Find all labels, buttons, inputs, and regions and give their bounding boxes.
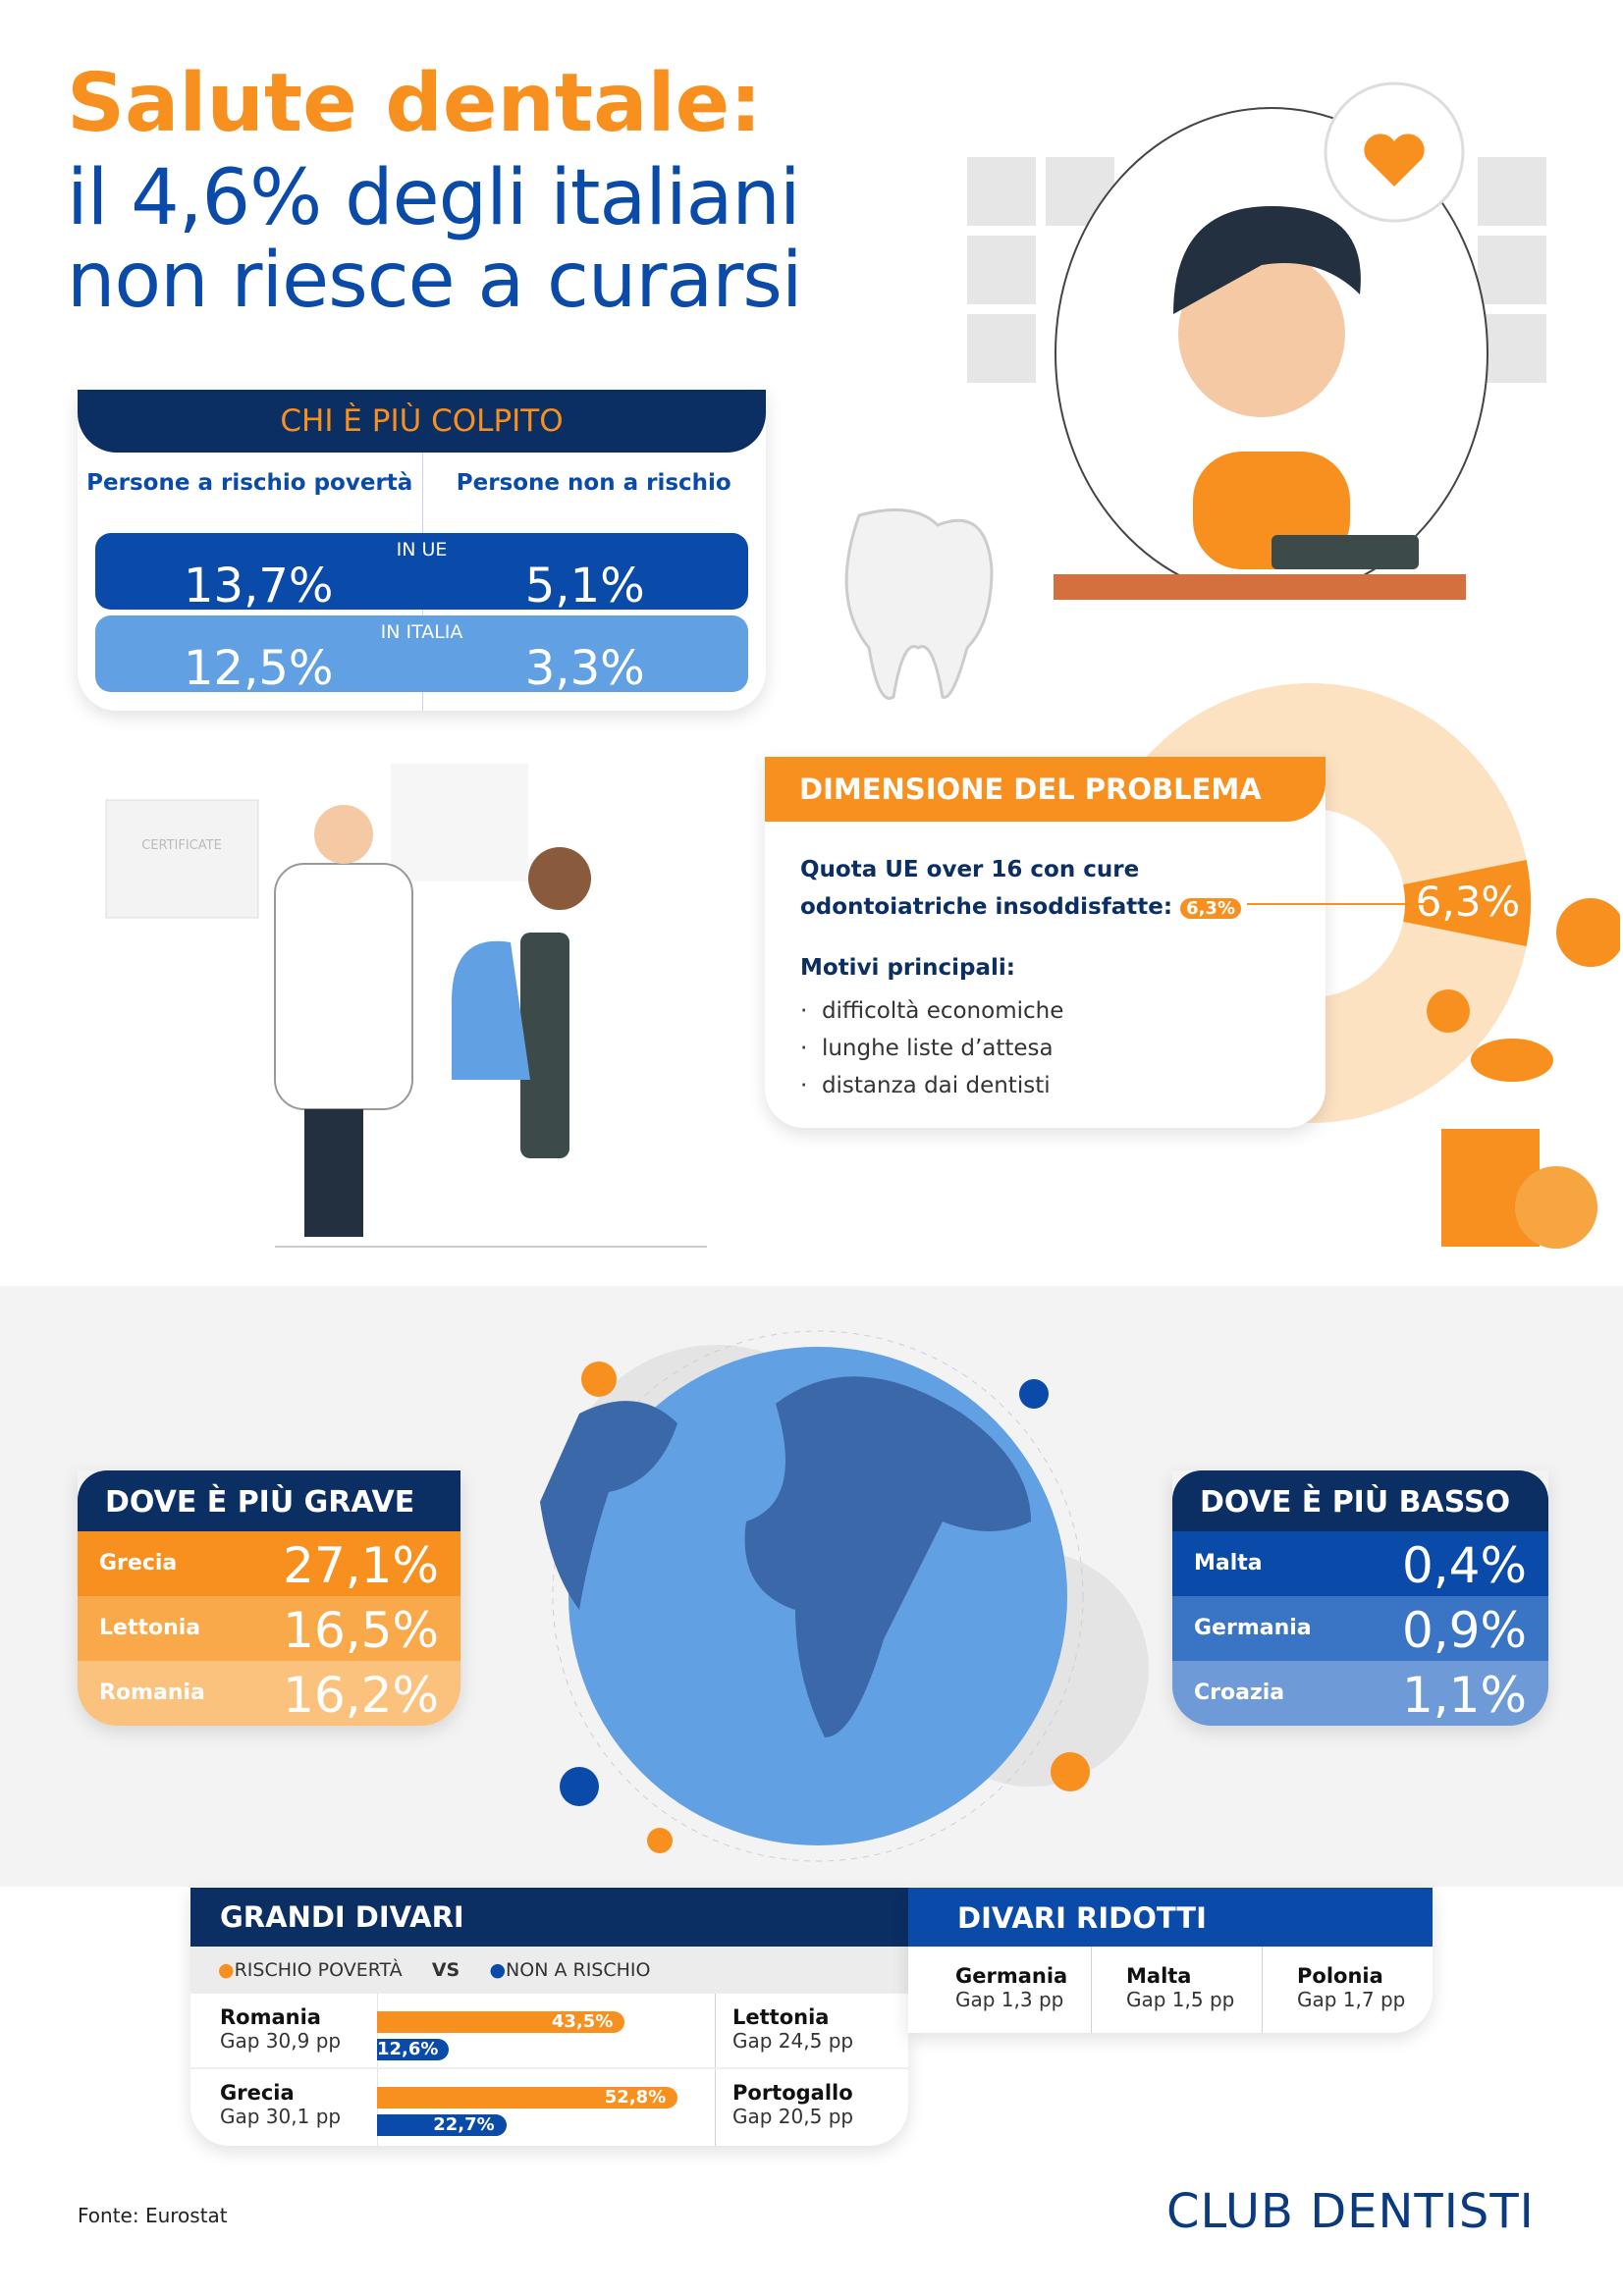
coins-illustration (1427, 898, 1620, 1249)
motivo-item: · difficoltà economiche (800, 998, 1064, 1024)
dimensione-header: DIMENSIONE DEL PROBLEMA (765, 757, 1325, 822)
grandi-header: GRANDI DIVARI (190, 1888, 908, 1947)
basso-header: DOVE È PIÙ BASSO (1172, 1470, 1548, 1531)
chi-header: CHI È PIÙ COLPITO (78, 390, 766, 453)
title-line2: il 4,6% degli italiani (67, 154, 801, 242)
source-text: Fonte: Eurostat (78, 2204, 228, 2227)
dove-piu-grave-card: DOVE È PIÙ GRAVE Grecia 27,1% Lettonia 16,… (78, 1470, 460, 1726)
motivi-title: Motivi principali (800, 955, 1006, 981)
donut-slice-6-3 (1403, 859, 1531, 947)
value-non-rischio: 5,1% (524, 559, 645, 614)
certificate-text: CERTIFICATE (141, 838, 222, 853)
dove-piu-basso-card: DOVE È PIÙ BASSO Malta 0,4% Germania 0,9% … (1172, 1470, 1548, 1726)
grave-row: Romania 16,2% (78, 1661, 460, 1726)
title-line1: Salute dentale: (67, 57, 762, 150)
title-line3: non riesce a curarsi (67, 237, 803, 325)
basso-row: Germania 0,9% (1172, 1596, 1548, 1661)
quota-text-1: Quota UE over 16 con cure (800, 857, 1140, 882)
dentist-patient-illustration: CERTIFICATE (105, 764, 707, 1248)
connector-line (1247, 903, 1424, 905)
value-non-rischio: 3,3% (524, 641, 645, 696)
grandi-side-item: Portogallo Gap 20,5 pp (732, 2081, 854, 2128)
bar-non-a-rischio: 12,6% (377, 2039, 450, 2060)
tooth-icon (844, 507, 994, 700)
quota-text-2: odontoiatriche insoddisfatte: (800, 894, 1173, 920)
grandi-divari-card: GRANDI DIVARI ●RISCHIO POVERTÀ VS ●NON A… (190, 1888, 908, 2146)
value-poverta: 13,7% (184, 559, 334, 614)
ridotti-item: Germania Gap 1,3 pp (908, 1947, 1092, 2033)
title-subtitle: il 4,6% degli italiani non riesce a cura… (67, 154, 803, 325)
quota-badge: 6,3% (1180, 898, 1241, 919)
row-in-ue: IN UE 13,7% 5,1% (95, 533, 748, 614)
motivi-list: · difficoltà economiche · lunghe liste d… (800, 992, 1290, 1104)
ridotti-header: DIVARI RIDOTTI (908, 1888, 1433, 1947)
boy-brushing-teeth-illustration (967, 81, 1546, 600)
motivo-item: · distanza dai dentisti (800, 1073, 1051, 1098)
grave-row: Grecia 27,1% (78, 1531, 460, 1596)
chi-e-piu-colpito-card: CHI È PIÙ COLPITO Persone a rischio pove… (78, 390, 766, 711)
globe-illustration (540, 1330, 1149, 1862)
bar-rischio-poverta: 43,5% (377, 2011, 625, 2033)
col-non-a-rischio: Persone non a rischio (456, 470, 731, 496)
grave-header: DOVE È PIÙ GRAVE (78, 1470, 460, 1531)
divari-ridotti-card: DIVARI RIDOTTI Germania Gap 1,3 pp Malta G… (908, 1888, 1433, 2033)
grandi-row-country: Grecia Gap 30,1 pp (220, 2081, 342, 2128)
value-poverta: 12,5% (184, 641, 334, 696)
grandi-legend: ●RISCHIO POVERTÀ VS ●NON A RISCHIO (190, 1947, 908, 1994)
dimensione-card: DIMENSIONE DEL PROBLEMA Quota UE over 16… (765, 757, 1325, 1128)
bar-rischio-poverta: 52,8% (377, 2087, 678, 2109)
grave-row: Lettonia 16,5% (78, 1596, 460, 1661)
col-rischio-poverta: Persone a rischio povertà (86, 470, 413, 496)
row-label: IN UE (396, 539, 448, 561)
row-in-italia: IN ITALIA 12,5% 3,3% (95, 615, 748, 696)
bar-non-a-rischio: 22,7% (377, 2114, 507, 2136)
motivo-item: · lunghe liste d’attesa (800, 1036, 1054, 1061)
ridotti-item: Polonia Gap 1,7 pp (1297, 1964, 1406, 2011)
basso-row: Malta 0,4% (1172, 1531, 1548, 1596)
grandi-row-country: Romania Gap 30,9 pp (220, 2005, 342, 2053)
club-dentisti-logo: CLUB DENTISTI (1166, 2184, 1535, 2239)
grandi-side-item: Lettonia Gap 24,5 pp (732, 2005, 854, 2053)
donut-label: 6,3% (1416, 878, 1521, 926)
basso-row: Croazia 1,1% (1172, 1661, 1548, 1726)
ridotti-item: Malta Gap 1,5 pp (1092, 1947, 1263, 2033)
row-label: IN ITALIA (380, 621, 463, 643)
heart-icon (1364, 133, 1425, 187)
